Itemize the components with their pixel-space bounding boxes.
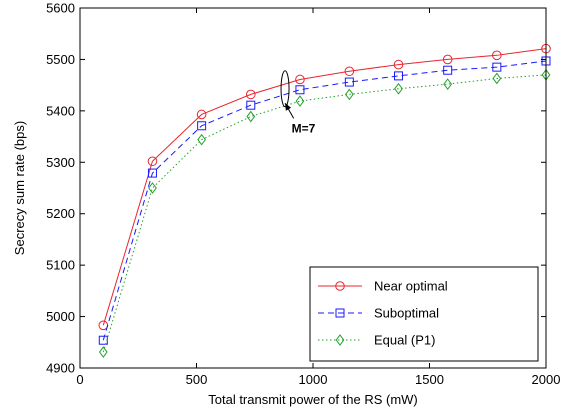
x-tick-label: 0	[76, 372, 83, 387]
data-point	[492, 50, 502, 61]
y-tick-label: 5400	[46, 103, 75, 118]
y-tick-label: 5500	[46, 52, 75, 67]
x-tick-label: 1000	[299, 372, 328, 387]
legend-item: Near optimal	[318, 279, 448, 294]
series-layer	[98, 43, 551, 358]
series-line	[102, 60, 547, 341]
legend-label: Suboptimal	[374, 306, 439, 321]
legend: Near optimal Suboptimal Equal (P1)	[309, 266, 539, 362]
data-point	[246, 100, 256, 110]
annotation-layer: M=7	[280, 70, 316, 135]
data-point	[393, 59, 404, 70]
data-point	[295, 85, 305, 95]
y-tick-label: 5600	[46, 1, 75, 16]
data-point	[492, 72, 502, 85]
legend-items: Near optimal Suboptimal Equal (P1)	[318, 279, 448, 348]
y-tick-label: 5300	[46, 155, 75, 170]
legend-item: Suboptimal	[318, 306, 439, 321]
x-axis-label: Total transmit power of the RS (mW)	[208, 392, 418, 407]
data-point	[394, 82, 403, 95]
data-point	[443, 65, 453, 75]
legend-marker	[335, 334, 345, 346]
y-tick-label: 5000	[46, 309, 75, 324]
series-line	[102, 48, 547, 326]
data-point	[98, 346, 108, 358]
annotation-ellipse	[280, 70, 290, 108]
data-point	[245, 89, 256, 100]
x-tick-label: 500	[186, 372, 208, 387]
y-tick-label: 5200	[46, 206, 75, 221]
data-point	[147, 168, 157, 178]
data-point	[344, 77, 354, 87]
legend-label: Near optimal	[374, 279, 448, 294]
series-suboptimal	[98, 56, 551, 345]
data-point	[197, 121, 207, 131]
data-point	[344, 88, 354, 101]
annotation-arrowhead	[285, 103, 292, 111]
data-point	[344, 66, 355, 77]
tick-layer: 0 500 1000 1500 2000 4900 5000 5100 5200 5300 5400…	[46, 1, 560, 388]
data-point	[246, 110, 256, 123]
data-point	[147, 156, 158, 167]
data-point	[148, 182, 157, 194]
x-tick-label: 1500	[415, 372, 444, 387]
y-tick-label: 4900	[46, 361, 75, 376]
data-point	[442, 54, 453, 65]
data-point	[295, 74, 305, 85]
data-point	[394, 71, 404, 81]
legend-item: Equal (P1)	[318, 333, 435, 348]
legend-label: Equal (P1)	[374, 333, 435, 348]
annotation-label: M=7	[292, 121, 316, 135]
legend-marker	[335, 281, 345, 291]
series-near-optimal	[98, 43, 551, 331]
y-axis-label: Secrecy sum rate (bps)	[12, 121, 27, 255]
data-point	[295, 95, 305, 107]
x-tick-label: 2000	[532, 372, 561, 387]
legend-box	[309, 266, 539, 362]
y-tick-label: 5100	[46, 258, 75, 273]
data-point	[443, 78, 453, 90]
data-point	[197, 133, 207, 146]
data-point	[492, 62, 502, 72]
data-point	[196, 109, 207, 120]
legend-marker	[335, 308, 345, 318]
